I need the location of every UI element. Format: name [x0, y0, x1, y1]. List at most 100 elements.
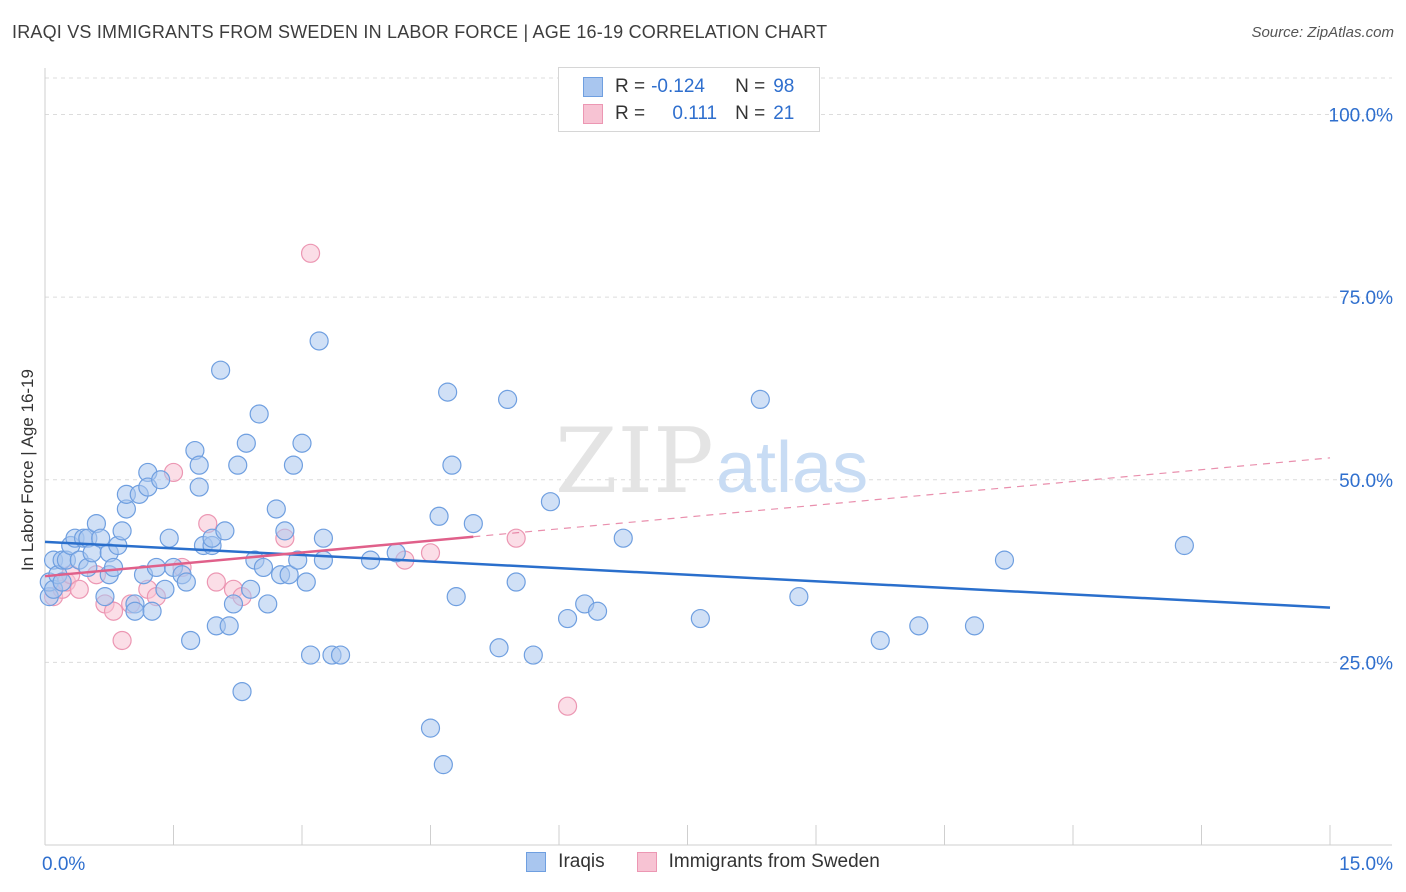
- point-iraqis-98: [1174, 535, 1194, 556]
- point-iraqis-17: [95, 587, 115, 607]
- series-legend-iraqis: Iraqis: [526, 851, 605, 873]
- point-iraqis-26: [125, 601, 145, 621]
- y-tick-label-2: 75.0%: [1339, 288, 1393, 309]
- point-sweden-23: [557, 696, 578, 716]
- point-iraqis-59: [266, 499, 286, 519]
- point-iraqis-53: [236, 433, 256, 453]
- legend-r-value: 0.111: [672, 103, 718, 124]
- legend-swatch-sweden: [636, 852, 657, 872]
- point-iraqis-49: [219, 616, 239, 636]
- x-tick-label-0: 0.0%: [42, 854, 85, 875]
- trend-lines: [44, 457, 1331, 609]
- point-iraqis-90: [613, 528, 633, 548]
- point-iraqis-34: [155, 579, 175, 599]
- point-iraqis-63: [283, 455, 304, 475]
- series-legend: Iraqis Immigrants from Sweden: [0, 851, 1406, 873]
- point-iraqis-65: [292, 433, 312, 453]
- point-iraqis-16: [91, 528, 111, 548]
- point-sweden-4: [69, 579, 89, 599]
- legend-r-label: R =: [615, 103, 646, 124]
- point-iraqis-87: [557, 608, 578, 629]
- stats-legend: R = -0.124 N = 98 R = 0.111 N = 21: [558, 67, 820, 132]
- chart-title: IRAQI VS IMMIGRANTS FROM SWEDEN IN LABOR…: [12, 22, 828, 42]
- point-iraqis-82: [489, 638, 509, 658]
- point-iraqis-51: [228, 455, 248, 475]
- point-iraqis-75: [420, 718, 441, 738]
- point-iraqis-80: [446, 587, 466, 607]
- point-iraqis-94: [870, 630, 890, 651]
- point-iraqis-79: [442, 455, 462, 475]
- source-label: Source: ZipAtlas.com: [1251, 24, 1394, 41]
- point-sweden-7: [103, 601, 124, 621]
- trend-line-dashed-sweden: [473, 457, 1331, 538]
- y-tick-label-1: 50.0%: [1339, 471, 1393, 492]
- point-iraqis-77: [433, 755, 453, 775]
- x-tick-label-1: 15.0%: [1339, 854, 1393, 875]
- axes: [44, 68, 1392, 846]
- gridlines: [45, 77, 1392, 663]
- point-iraqis-61: [275, 521, 295, 541]
- legend-swatch-iraqis: [526, 852, 547, 872]
- trend-line-sweden: [44, 535, 474, 578]
- point-iraqis-93: [789, 587, 809, 607]
- legend-swatch-sweden: [583, 104, 603, 124]
- watermark-zip: ZIP: [555, 409, 714, 514]
- point-iraqis-78: [438, 382, 458, 402]
- series-name-sweden: Immigrants from Sweden: [668, 851, 880, 872]
- point-iraqis-69: [313, 528, 334, 548]
- series-name-iraqis: Iraqis: [558, 851, 605, 872]
- point-iraqis-58: [258, 594, 278, 614]
- trend-line-iraqis: [44, 540, 1331, 609]
- point-iraqis-72: [330, 645, 351, 665]
- point-sweden-22: [506, 528, 526, 548]
- point-iraqis-85: [523, 645, 543, 665]
- point-iraqis-83: [498, 389, 518, 410]
- point-iraqis-97: [994, 550, 1015, 570]
- point-iraqis-95: [909, 616, 929, 636]
- point-iraqis-81: [463, 513, 483, 534]
- point-iraqis-86: [540, 492, 561, 512]
- legend-n-label: N =: [735, 103, 766, 124]
- point-iraqis-67: [300, 645, 321, 665]
- point-iraqis-20: [103, 557, 124, 578]
- legend-r-label: R =: [615, 76, 646, 97]
- point-iraqis-96: [964, 616, 985, 636]
- point-iraqis-73: [360, 550, 381, 570]
- point-iraqis-92: [750, 389, 770, 410]
- point-iraqis-52: [232, 681, 252, 702]
- legend-swatch-iraqis: [583, 77, 603, 97]
- tick-labels: 25.0% 50.0% 75.0% 100.0% 0.0% 15.0%: [42, 106, 1393, 875]
- y-tick-label-3: 100.0%: [1329, 106, 1394, 127]
- point-iraqis-22: [112, 521, 132, 541]
- point-iraqis-76: [429, 506, 449, 526]
- legend-n-value: 98: [773, 76, 795, 97]
- point-iraqis-68: [309, 331, 329, 351]
- y-axis-label: In Labor Force | Age 16-19: [18, 369, 37, 571]
- point-iraqis-66: [296, 572, 316, 592]
- point-iraqis-33: [151, 470, 171, 490]
- point-sweden-8: [112, 630, 132, 651]
- point-iraqis-50: [223, 594, 244, 614]
- point-iraqis-70: [313, 550, 334, 570]
- legend-row-sweden: R = 0.111 N = 21: [583, 101, 794, 127]
- legend-row-iraqis: R = -0.124 N = 98: [583, 74, 794, 100]
- point-iraqis-42: [189, 477, 209, 497]
- point-sweden-15: [206, 572, 226, 592]
- legend-r-value: -0.124: [651, 76, 705, 97]
- point-iraqis-62: [279, 565, 299, 585]
- point-sweden-21: [420, 543, 441, 563]
- point-iraqis-6: [52, 572, 72, 592]
- watermark-atlas: atlas: [716, 428, 868, 508]
- legend-n-value: 21: [773, 103, 795, 124]
- point-iraqis-47: [211, 360, 231, 380]
- point-iraqis-48: [215, 521, 235, 541]
- point-iraqis-41: [189, 455, 209, 475]
- point-iraqis-57: [253, 557, 274, 578]
- point-iraqis-31: [142, 601, 162, 621]
- point-iraqis-91: [690, 608, 710, 629]
- point-sweden-19: [300, 243, 321, 263]
- y-tick-label-0: 25.0%: [1339, 653, 1393, 674]
- point-iraqis-56: [249, 404, 269, 424]
- legend-n-label: N =: [735, 76, 766, 97]
